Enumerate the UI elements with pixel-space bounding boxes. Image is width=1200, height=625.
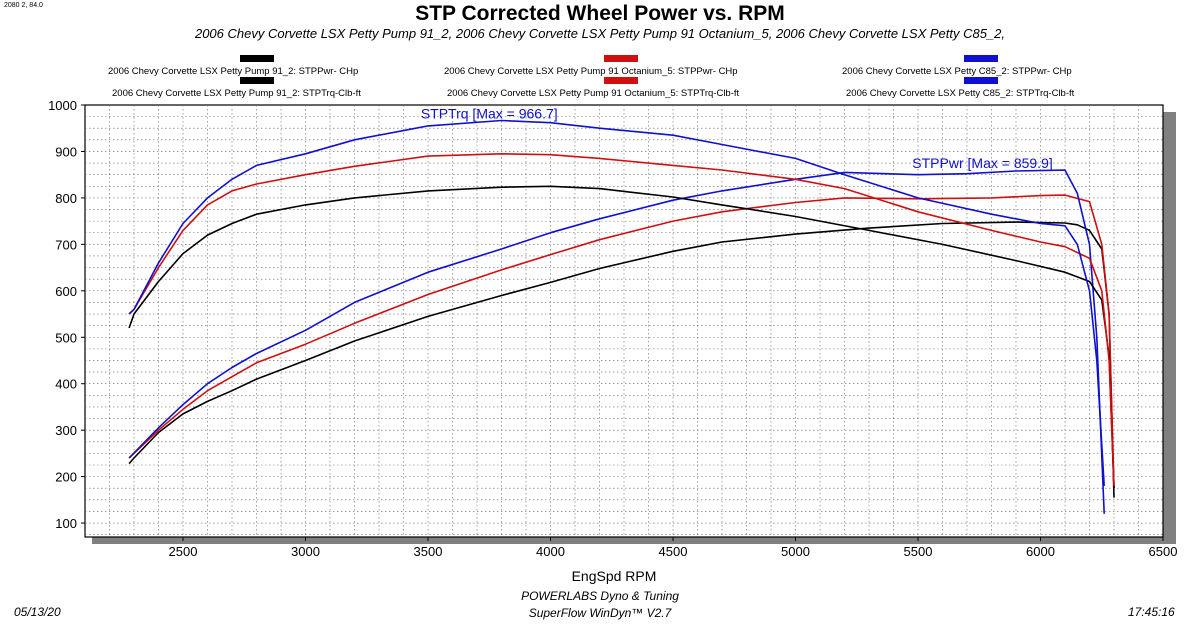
x-tick-label: 4500 — [659, 544, 688, 559]
y-tick-label: 300 — [55, 423, 77, 438]
series-line-6 — [128, 119, 1105, 486]
legend-label-3: 2006 Chevy Corvette LSX Petty C85_2: STP… — [842, 66, 1072, 77]
x-tick-label: 2500 — [169, 544, 198, 559]
series-line-4 — [128, 185, 1115, 489]
chart-title: STP Corrected Wheel Power vs. RPM — [415, 2, 785, 25]
corner-label: 2080 2, 84.0 — [4, 2, 43, 9]
legend-swatch-5 — [604, 77, 638, 84]
x-tick-label: 4000 — [536, 544, 565, 559]
series-group — [128, 119, 1115, 514]
y-tick-label: 400 — [55, 377, 77, 392]
series-line-1 — [128, 221, 1115, 498]
legend-swatch-2 — [604, 55, 638, 62]
x-tick-label: 3000 — [291, 544, 320, 559]
footer-company: POWERLABS Dyno & Tuning — [521, 589, 679, 603]
legend-swatch-6 — [964, 77, 998, 84]
x-tick-label: 6500 — [1149, 544, 1178, 559]
x-tick-label: 3500 — [414, 544, 443, 559]
footer-software: SuperFlow WinDyn™ V2.7 — [528, 606, 672, 620]
chart-subtitle: 2006 Chevy Corvette LSX Petty Pump 91_2,… — [194, 26, 1006, 41]
y-tick-label: 1000 — [48, 98, 77, 113]
grid — [85, 105, 1163, 537]
legend-label-2: 2006 Chevy Corvette LSX Petty Pump 91 Oc… — [444, 66, 738, 77]
y-tick-label: 600 — [55, 284, 77, 299]
annotation-power-max: STPPwr [Max = 859.9] — [912, 155, 1052, 171]
legend-swatch-1 — [240, 55, 274, 62]
footer-time: 17:45:16 — [1128, 605, 1175, 619]
annotation-torque-max: STPTrq [Max = 966.7] — [421, 105, 558, 121]
legend-label-4: 2006 Chevy Corvette LSX Petty Pump 91_2:… — [112, 88, 361, 99]
x-axis-label: EngSpd RPM — [572, 568, 657, 584]
series-line-5 — [128, 153, 1115, 486]
axis-ticks: 2500 3000 3500 4000 4500 5000 5500 6000 6500 100 2… — [48, 98, 1177, 559]
y-tick-label: 700 — [55, 237, 77, 252]
series-line-3 — [128, 169, 1105, 514]
y-tick-label: 800 — [55, 191, 77, 206]
legend-swatch-3 — [964, 55, 998, 62]
series-line-2 — [128, 194, 1115, 489]
y-tick-label: 100 — [55, 516, 77, 531]
footer-date: 05/13/20 — [14, 605, 61, 619]
legend-swatch-4 — [240, 77, 274, 84]
legend-label-6: 2006 Chevy Corvette LSX Petty C85_2: STP… — [846, 88, 1075, 99]
x-tick-label: 5500 — [904, 544, 933, 559]
y-tick-label: 200 — [55, 470, 77, 485]
x-tick-label: 6000 — [1026, 544, 1055, 559]
y-tick-label: 900 — [55, 144, 77, 159]
x-tick-label: 5000 — [781, 544, 810, 559]
legend-label-5: 2006 Chevy Corvette LSX Petty Pump 91 Oc… — [447, 88, 740, 99]
legend-label-1: 2006 Chevy Corvette LSX Petty Pump 91_2:… — [108, 66, 359, 77]
y-tick-label: 500 — [55, 330, 77, 345]
